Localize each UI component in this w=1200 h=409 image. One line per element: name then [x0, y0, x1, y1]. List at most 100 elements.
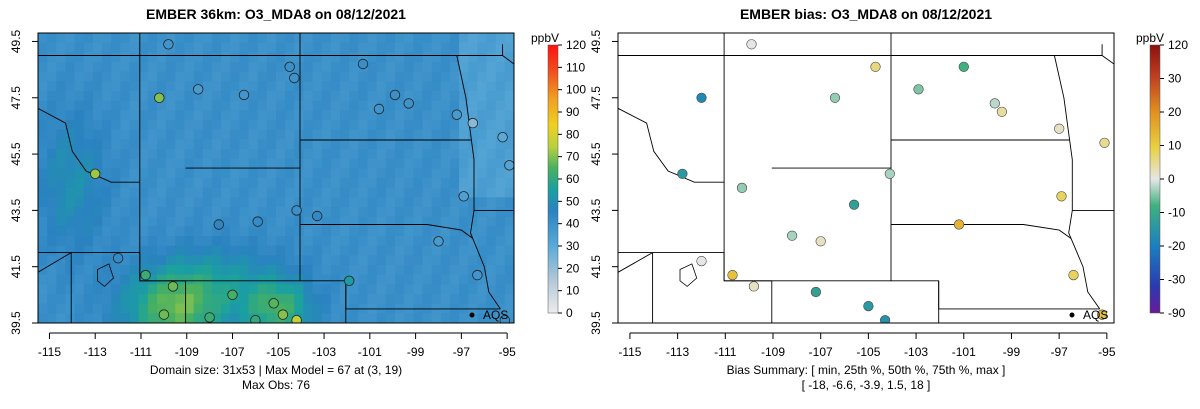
model-cell — [340, 303, 350, 314]
model-cell — [385, 158, 396, 169]
obs-marker — [192, 84, 204, 95]
model-cell — [276, 71, 286, 82]
model-cell — [248, 42, 259, 53]
model-cell — [257, 197, 268, 208]
model-cell — [184, 187, 195, 198]
model-cell — [120, 265, 130, 276]
model-cell — [422, 62, 433, 73]
model-cell — [385, 197, 396, 208]
model-cell — [184, 120, 195, 131]
model-cell — [147, 245, 158, 256]
model-cell — [166, 91, 176, 102]
model-cell — [266, 313, 277, 323]
model-cell — [385, 62, 396, 73]
model-cell — [230, 71, 240, 82]
model-cell — [285, 91, 295, 102]
model-cell — [129, 303, 140, 314]
model-cell — [83, 303, 94, 314]
right-colorbar — [1149, 44, 1161, 314]
model-cell — [440, 139, 451, 150]
model-cell — [395, 81, 405, 92]
model-cell — [129, 313, 140, 323]
bias-marker — [870, 61, 881, 72]
model-cell — [129, 100, 140, 111]
model-cell — [294, 91, 304, 102]
model-cell — [92, 158, 103, 169]
model-cell — [202, 42, 213, 53]
model-cell — [449, 149, 460, 160]
model-cell — [495, 168, 506, 179]
model-cell — [376, 197, 387, 208]
model-cell — [395, 178, 405, 189]
model-cell — [47, 71, 57, 82]
model-cell — [294, 100, 304, 111]
model-cell — [38, 52, 48, 63]
model-cell — [83, 52, 94, 63]
model-cell — [477, 158, 487, 169]
model-cell — [83, 197, 94, 208]
model-cell — [504, 226, 514, 237]
model-cell — [47, 168, 57, 179]
model-cell — [303, 100, 314, 111]
colorbar-tick-label: 90 — [566, 105, 580, 119]
model-cell — [504, 62, 514, 73]
model-cell — [184, 33, 195, 44]
model-cell — [47, 226, 57, 237]
model-cell — [193, 110, 204, 121]
colorbar-tick-label: 70 — [566, 150, 580, 164]
bias-marker — [1054, 123, 1065, 134]
model-cell — [248, 236, 259, 247]
model-cell — [120, 81, 130, 92]
model-cell — [395, 236, 405, 247]
model-cell — [138, 71, 149, 82]
model-cell — [47, 158, 57, 169]
model-cell — [431, 91, 442, 102]
model-cell — [230, 274, 240, 285]
model-cell — [120, 303, 130, 314]
model-cell — [92, 313, 103, 323]
model-cell — [440, 207, 451, 218]
model-cell — [449, 274, 460, 285]
model-cell — [56, 265, 66, 276]
model-cell — [157, 265, 167, 276]
model-cell — [330, 139, 341, 150]
model-cell — [340, 158, 350, 169]
model-cell — [56, 313, 66, 323]
model-cell — [276, 110, 286, 121]
model-cell — [102, 149, 112, 160]
model-cell — [230, 313, 240, 323]
colorbar-tick-label: 50 — [566, 194, 580, 208]
model-cell — [459, 91, 469, 102]
model-cell — [395, 187, 405, 198]
model-cell — [376, 265, 387, 276]
model-cell — [221, 284, 231, 295]
model-cell — [56, 303, 66, 314]
model-cell — [266, 216, 277, 227]
model-cell — [211, 274, 222, 285]
colorbar-tick-label: 120 — [1168, 38, 1188, 52]
model-cell — [102, 100, 112, 111]
model-cell — [367, 187, 378, 198]
model-cell — [83, 129, 94, 140]
model-cell — [175, 149, 185, 160]
model-cell — [129, 274, 140, 285]
model-cell — [294, 139, 304, 150]
bias-marker — [1099, 137, 1110, 148]
obs-marker — [499, 315, 510, 323]
model-cell — [477, 42, 487, 53]
model-cell — [184, 245, 195, 256]
model-cell — [477, 149, 487, 160]
model-cell — [285, 42, 295, 53]
model-cell — [175, 265, 185, 276]
model-cell — [56, 168, 66, 179]
model-cell — [404, 313, 414, 323]
model-cell — [221, 52, 231, 63]
model-cell — [257, 62, 268, 73]
model-cell — [376, 168, 387, 179]
x-tick-label: -103 — [904, 345, 928, 359]
model-cell — [477, 178, 487, 189]
model-cell — [111, 197, 121, 208]
model-cell — [459, 245, 469, 256]
model-cell — [138, 129, 149, 140]
